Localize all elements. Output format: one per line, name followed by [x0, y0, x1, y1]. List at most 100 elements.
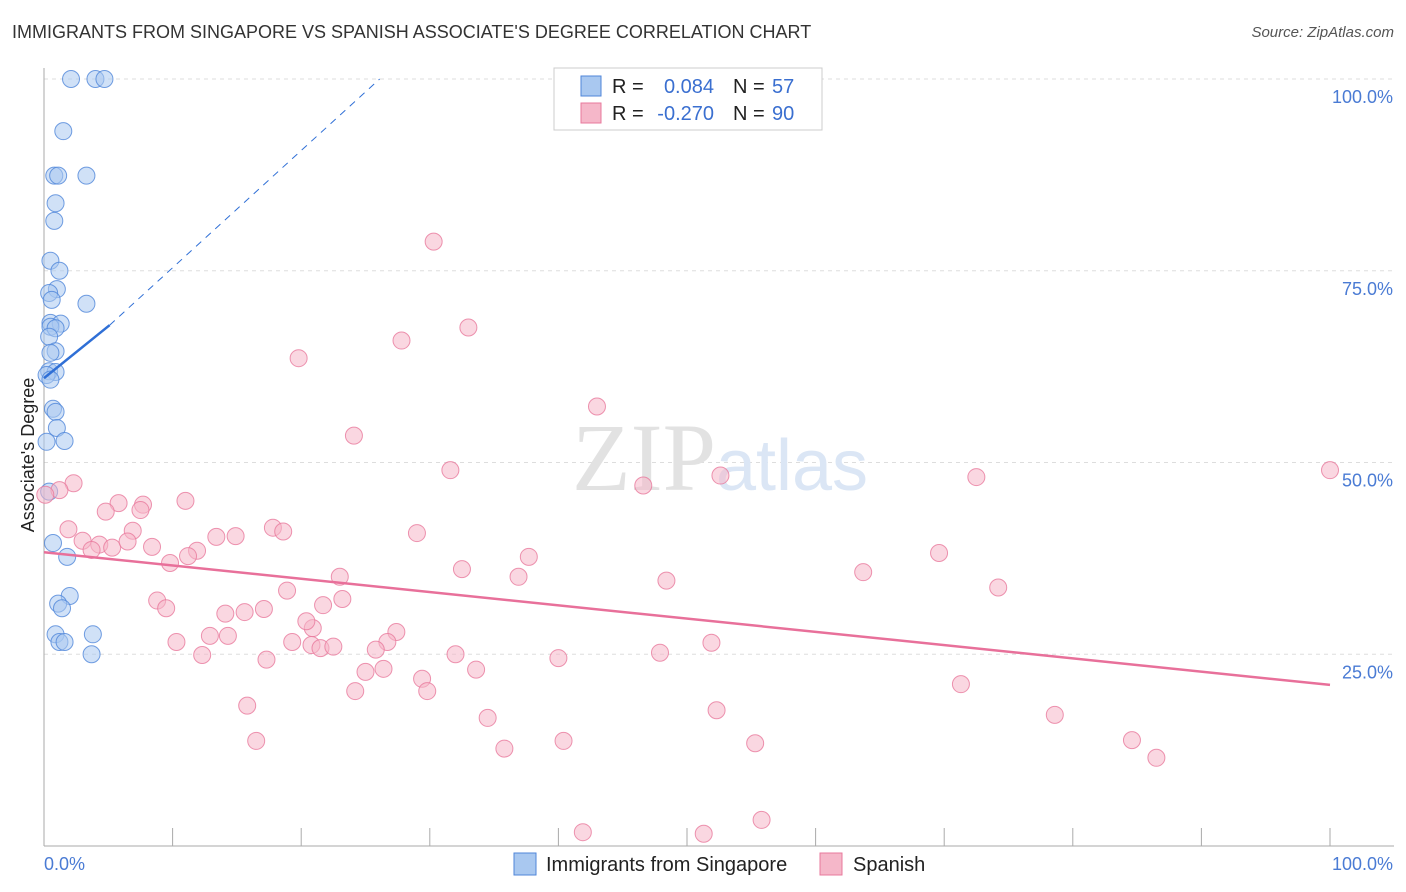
y-tick-label: 100.0% — [1332, 87, 1393, 107]
y-tick-label: 50.0% — [1342, 471, 1393, 491]
spanish-trend-line — [43, 550, 1331, 687]
spanish-point — [226, 527, 245, 546]
spanish-point — [344, 426, 363, 445]
spanish-point — [257, 650, 276, 669]
x-tick-label: 0.0% — [44, 854, 85, 874]
spanish-point — [274, 522, 293, 541]
spanish-point — [247, 731, 266, 750]
spanish-point — [59, 520, 78, 539]
spanish-point — [650, 643, 669, 662]
singapore-point — [62, 70, 81, 88]
r-value: 0.084 — [664, 76, 714, 98]
spanish-point — [1147, 748, 1166, 767]
spanish-point — [238, 696, 257, 715]
spanish-point — [951, 675, 970, 694]
spanish-point — [176, 491, 195, 510]
legend-swatch — [580, 102, 602, 124]
spanish-point — [346, 682, 365, 701]
singapore-point — [54, 122, 73, 141]
r-label: R = — [612, 103, 644, 125]
spanish-point — [549, 649, 568, 668]
legend-swatch — [819, 852, 843, 876]
r-value: -0.270 — [657, 103, 714, 125]
chart-source: Source: ZipAtlas.com — [1251, 24, 1394, 41]
legend-swatch — [580, 75, 602, 97]
singapore-point — [53, 599, 72, 618]
spanish-point — [1321, 461, 1339, 480]
singapore-point — [44, 534, 63, 553]
spanish-point — [235, 603, 254, 622]
spanish-point — [157, 599, 176, 618]
y-axis-label: Associate's Degree — [18, 378, 38, 533]
spanish-point — [283, 632, 302, 651]
spanish-point — [467, 660, 486, 679]
singapore-point — [46, 194, 65, 213]
singapore-point — [37, 432, 56, 451]
spanish-point — [179, 547, 198, 566]
n-value: 90 — [772, 103, 794, 125]
spanish-point — [752, 810, 771, 829]
spanish-point — [82, 540, 101, 559]
spanish-point — [216, 604, 235, 623]
spanish-point — [161, 553, 180, 572]
spanish-point — [330, 567, 349, 586]
legend-label: Spanish — [853, 854, 925, 876]
spanish-point — [193, 646, 212, 665]
n-value: 57 — [772, 76, 794, 98]
spanish-point — [109, 494, 128, 513]
spanish-point — [930, 544, 949, 563]
singapore-point — [42, 290, 61, 309]
spanish-point — [1045, 705, 1064, 724]
spanish-point — [989, 578, 1008, 597]
spanish-point — [324, 637, 343, 656]
singapore-point — [58, 547, 77, 566]
singapore-point — [41, 343, 60, 362]
singapore-point — [45, 211, 64, 230]
spanish-point — [333, 590, 352, 609]
spanish-point — [218, 626, 237, 645]
spanish-point — [374, 659, 393, 678]
spanish-point — [167, 632, 186, 651]
spanish-point — [407, 524, 426, 543]
singapore-point — [55, 432, 74, 451]
spanish-point — [441, 461, 460, 480]
watermark: ZIPatlas — [572, 404, 868, 511]
singapore-point — [82, 645, 101, 664]
spanish-point — [131, 501, 150, 520]
spanish-point — [36, 485, 55, 504]
spanish-point — [418, 682, 437, 701]
spanish-point — [392, 331, 411, 350]
spanish-point — [967, 468, 986, 487]
spanish-point — [118, 532, 137, 551]
spanish-point — [314, 596, 333, 615]
spanish-point — [495, 739, 514, 758]
spanish-point — [657, 571, 676, 590]
spanish-point — [289, 349, 308, 368]
singapore-point — [77, 166, 96, 185]
spanish-point — [452, 560, 471, 579]
n-label: N = — [733, 103, 765, 125]
spanish-point — [200, 626, 219, 645]
spanish-point — [424, 232, 443, 251]
spanish-point — [366, 640, 385, 659]
spanish-point — [702, 633, 721, 652]
chart-title: IMMIGRANTS FROM SINGAPORE VS SPANISH ASS… — [12, 22, 812, 42]
spanish-point — [297, 612, 316, 631]
spanish-point — [254, 599, 273, 618]
legend-label: Immigrants from Singapore — [546, 854, 787, 876]
spanish-point — [711, 466, 730, 485]
spanish-point — [143, 537, 162, 556]
singapore-point — [46, 402, 65, 421]
spanish-point — [509, 567, 528, 586]
singapore-point — [55, 632, 74, 651]
singapore-point — [49, 166, 68, 185]
spanish-point — [587, 397, 606, 416]
singapore-trend-line — [43, 324, 111, 380]
spanish-point — [854, 563, 873, 582]
spanish-point — [519, 547, 538, 566]
spanish-point — [694, 824, 713, 843]
spanish-point — [746, 734, 765, 753]
singapore-point — [50, 261, 69, 280]
